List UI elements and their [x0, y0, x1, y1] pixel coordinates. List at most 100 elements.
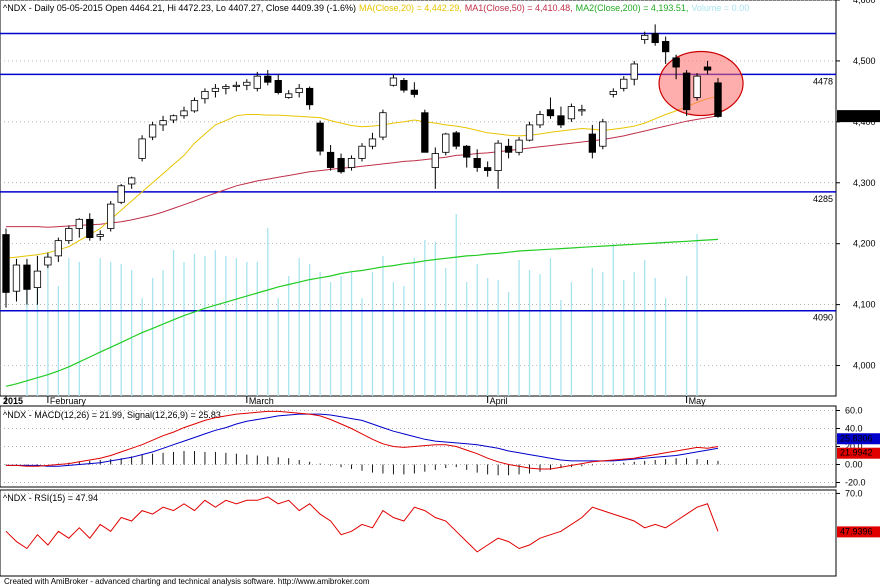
header-ohlc: - Daily 05-05-2015 Open 4464.21, Hi 4472…: [26, 3, 356, 13]
candle-up: [536, 114, 544, 126]
horizontal-line-label: 4090: [813, 313, 833, 323]
candle-down: [473, 157, 481, 168]
date-axis: 2015 February March April May: [3, 396, 706, 406]
candle-down: [400, 80, 408, 91]
candle-up: [117, 185, 125, 203]
footer-credit: Created with AmiBroker - advanced charti…: [4, 577, 370, 586]
candle-up: [630, 63, 638, 80]
rsi-line: [5, 496, 719, 553]
candle-up: [65, 228, 73, 242]
rsi-axis: 70.0 47.9396: [836, 488, 880, 538]
candle-up: [515, 139, 523, 153]
candle-down: [682, 72, 691, 111]
candle-up: [599, 121, 607, 147]
header-symbol: ^NDX: [3, 3, 26, 13]
macd-tick-label: 20.0: [845, 442, 863, 452]
rsi-value-box: [837, 526, 880, 538]
rsi-pane-frame: [0, 489, 837, 577]
candle-down: [703, 66, 712, 71]
ma200-line: [5, 238, 719, 387]
candle-up: [107, 203, 115, 229]
candle-down: [714, 82, 722, 117]
header-ma20: MA(Close,20) = 4,442.29,: [359, 3, 462, 13]
horizontal-line-label: 4285: [813, 194, 833, 204]
candle-up: [128, 177, 136, 185]
date-label: April: [490, 396, 508, 406]
macd-header: ^NDX - MACD(12,26) = 21.99, Signal(12,26…: [3, 410, 221, 420]
candle-up: [389, 77, 398, 86]
price-axis: 4,6004,5004,4004,3004,2004,1004,0004,409…: [836, 0, 880, 371]
candle-up: [693, 75, 701, 98]
chart-header: ^NDX - Daily 05-05-2015 Open 4464.21, Hi…: [3, 3, 749, 13]
date-label: May: [689, 396, 707, 406]
candle-up: [180, 110, 188, 117]
header-volume: Volume = 0.00: [691, 3, 749, 13]
macd-line: [6, 410, 719, 470]
rsi-value: 47.9396: [840, 526, 873, 536]
candle-down: [264, 75, 272, 83]
candle-down: [546, 109, 555, 117]
candle-down: [484, 167, 492, 171]
candle-up: [201, 90, 209, 100]
candle-down: [316, 122, 324, 152]
candle-up: [33, 270, 42, 288]
candle-up: [609, 90, 617, 95]
horizontal-line-label: 4478: [813, 76, 833, 86]
macd-histogram: [5, 451, 719, 476]
last-close-box: [837, 110, 880, 123]
candle-up: [379, 112, 387, 138]
candle-up: [494, 142, 502, 171]
candle-up: [620, 78, 628, 89]
macd-tick-label: 0.00: [845, 460, 863, 470]
macd-value-box: [837, 447, 880, 459]
candle-up: [44, 256, 52, 266]
candle-up: [148, 124, 157, 138]
candle-down: [337, 157, 345, 173]
candle-up: [190, 100, 199, 112]
candle-up: [96, 234, 104, 237]
candle-down: [326, 151, 335, 168]
candle-down: [557, 115, 565, 126]
candle-up: [169, 115, 178, 121]
rsi-header: ^NDX - RSI(15) = 47.94: [3, 493, 98, 503]
candle-down: [421, 112, 429, 153]
candle-up: [253, 75, 261, 89]
candle-up: [567, 106, 576, 120]
header-ma50: MA1(Close,50) = 4,410.48,: [465, 3, 573, 13]
candle-down: [588, 133, 596, 153]
volume-bars: [26, 214, 698, 396]
date-label: March: [249, 396, 274, 406]
candle-up: [442, 133, 450, 153]
candle-up: [525, 124, 534, 141]
candle-up: [285, 93, 293, 98]
candle-down: [452, 132, 460, 147]
candle-up: [75, 218, 83, 229]
highlight-region: [658, 50, 744, 117]
candle-up: [578, 109, 586, 112]
macd-lines: [6, 410, 719, 470]
candle-down: [23, 264, 31, 290]
macd-axis: 60.0 40.0 20.0 0.00 -20.0 25.8306 21.9942: [836, 406, 880, 488]
candle-up: [431, 153, 439, 168]
candle-up: [12, 264, 21, 292]
candle-up: [368, 138, 377, 147]
candle-down: [2, 234, 10, 293]
candle-up: [54, 240, 62, 257]
candle-down: [463, 145, 471, 158]
macd-tick-label: 60.0: [845, 406, 863, 416]
candle-up: [641, 34, 649, 40]
candle-down: [504, 145, 513, 153]
candle-up: [138, 138, 146, 159]
candle-up: [295, 87, 303, 94]
date-label: 2015: [3, 396, 23, 406]
date-label: February: [50, 396, 87, 406]
header-ma200: MA2(Close,200) = 4,193.51,: [576, 3, 689, 13]
candle-up: [232, 84, 240, 87]
macd-value: 21.9942: [840, 448, 873, 458]
candle-down: [274, 80, 282, 94]
horizontal-lines: 4478 4285 4090: [0, 32, 836, 323]
macd-tick-label: -20.0: [845, 478, 866, 488]
candle-up: [243, 81, 251, 86]
signal-value-box: [837, 433, 880, 445]
